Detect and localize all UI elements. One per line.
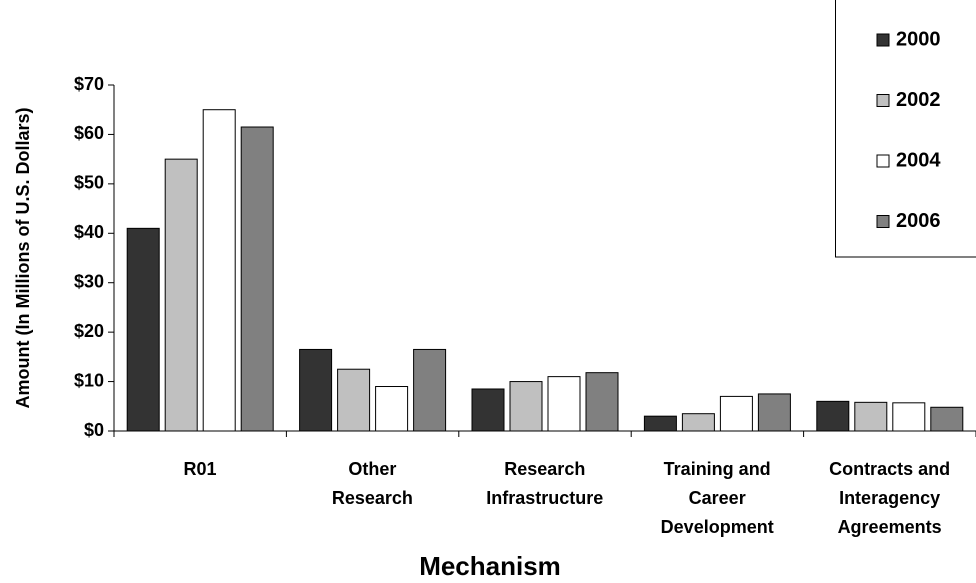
x-tick-label: R01 xyxy=(183,459,217,479)
x-tick-label: Training and Career Development xyxy=(660,459,774,537)
bar xyxy=(509,381,543,432)
bar xyxy=(413,348,447,432)
legend-swatch xyxy=(876,215,890,228)
y-tick-label: $60 xyxy=(74,123,104,143)
y-tick-label: $40 xyxy=(74,222,104,242)
bar xyxy=(375,386,409,432)
bar xyxy=(585,372,619,432)
y-tick-label: $0 xyxy=(84,420,104,440)
bar xyxy=(240,126,274,432)
bar xyxy=(126,227,160,432)
bar xyxy=(202,109,236,432)
bar xyxy=(164,158,198,432)
bar xyxy=(547,376,581,432)
x-tick-label: Research Infrastructure xyxy=(486,459,604,508)
legend-swatch xyxy=(876,33,890,47)
y-tick-label: $30 xyxy=(74,271,104,291)
bar xyxy=(337,368,371,432)
legend-box xyxy=(835,0,976,258)
bar xyxy=(854,401,888,432)
bar xyxy=(892,402,926,432)
y-axis-label: Amount (In Millions of U.S. Dollars) xyxy=(13,108,33,409)
legend-label: 2000 xyxy=(896,28,941,50)
y-tick-label: $70 xyxy=(74,74,104,94)
legend-label: 2002 xyxy=(896,89,941,111)
x-tick-label: Other Research xyxy=(331,459,413,508)
y-tick-label: $50 xyxy=(74,173,104,193)
y-tick-label: $10 xyxy=(74,370,104,390)
x-axis-label: Mechanism xyxy=(419,551,561,581)
legend-label: 2004 xyxy=(896,149,941,171)
bar xyxy=(471,388,505,432)
x-tick-label: Contracts and Interagency Agreements xyxy=(829,459,951,537)
legend-swatch xyxy=(876,94,890,107)
bar xyxy=(816,400,850,432)
legend-label: 2006 xyxy=(896,210,941,232)
bar xyxy=(930,406,964,432)
bar xyxy=(681,413,715,432)
legend-swatch xyxy=(876,154,890,168)
bar xyxy=(643,415,677,432)
bar xyxy=(719,395,753,432)
bar xyxy=(299,348,333,432)
bar xyxy=(757,393,791,432)
y-tick-label: $20 xyxy=(74,321,104,341)
